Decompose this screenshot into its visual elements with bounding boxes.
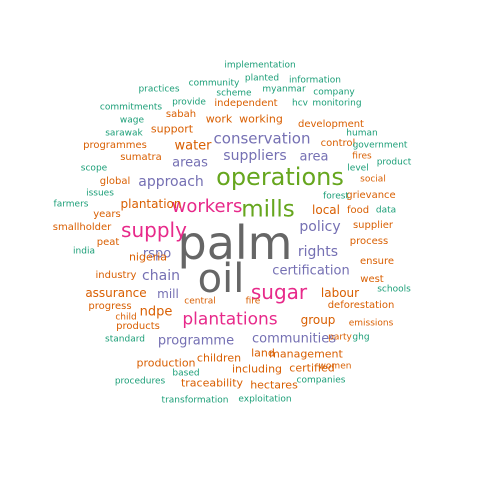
word-commitments: commitments [100, 104, 162, 113]
word-monitoring: monitoring [312, 100, 361, 109]
word-human: human [346, 130, 377, 139]
word-women: women [319, 363, 352, 372]
word-planted: planted [245, 75, 279, 84]
word-issues: issues [86, 190, 114, 199]
word-party: party [328, 334, 352, 343]
word-programmes: programmes [83, 141, 147, 151]
word-sabah: sabah [166, 110, 196, 120]
word-approach: approach [138, 175, 204, 189]
word-practices: practices [138, 86, 179, 95]
word-progress: progress [88, 302, 131, 312]
word-exploitation: exploitation [238, 396, 291, 405]
word-implementation: implementation [224, 62, 295, 71]
word-communities: communities [252, 333, 336, 346]
word-labour: labour [321, 287, 359, 299]
word-peat: peat [97, 238, 120, 248]
word-scheme: scheme [216, 90, 251, 99]
word-independent: independent [214, 99, 277, 109]
word-policy: policy [299, 220, 340, 234]
word-india: india [73, 248, 95, 257]
word-assurance: assurance [85, 287, 146, 299]
word-suppliers: suppliers [223, 149, 286, 163]
word-social: social [360, 176, 386, 185]
word-group: group [301, 314, 336, 326]
word-mill: mill [157, 288, 179, 300]
word-based: based [172, 370, 199, 379]
word-companies: companies [297, 377, 346, 386]
word-deforestation: deforestation [328, 301, 395, 311]
word-oil: oil [198, 259, 245, 299]
word-support: support [151, 124, 193, 135]
word-workers: workers [172, 198, 243, 216]
word-procedures: procedures [115, 378, 165, 387]
word-wage: wage [120, 117, 144, 126]
word-plantation: plantation [121, 198, 182, 210]
word-industry: industry [96, 271, 137, 281]
word-global: global [100, 177, 131, 187]
word-grievance: grievance [346, 191, 395, 201]
word-schools: schools [377, 286, 411, 295]
word-mills: mills [241, 199, 295, 222]
word-ndpe: ndpe [140, 306, 173, 319]
word-farmers: farmers [54, 201, 89, 210]
word-child: child [115, 314, 136, 323]
word-operations: operations [216, 165, 344, 189]
word-central: central [184, 298, 215, 307]
word-level: level [347, 165, 368, 174]
word-company: company [313, 89, 354, 98]
word-fires: fires [352, 153, 371, 162]
word-data: data [376, 207, 396, 216]
word-nigeria: nigeria [129, 252, 167, 263]
word-food: food [347, 206, 369, 216]
word-sumatra: sumatra [120, 153, 162, 163]
word-process: process [350, 237, 388, 247]
word-ensure: ensure [360, 257, 394, 267]
word-standard: standard [105, 336, 145, 345]
word-areas: areas [172, 157, 208, 170]
word-certification: certification [272, 265, 349, 278]
word-product: product [377, 159, 412, 168]
word-rights: rights [298, 245, 338, 259]
word-fire: fire [246, 298, 261, 307]
word-hectares: hectares [250, 380, 298, 391]
word-including: including [232, 364, 282, 375]
word-myanmar: myanmar [262, 86, 305, 95]
word-products: products [116, 322, 160, 332]
word-smallholder: smallholder [53, 223, 111, 233]
word-transformation: transformation [162, 397, 229, 406]
word-government: government [353, 142, 408, 151]
word-management: management [269, 349, 343, 360]
word-supplier: supplier [353, 221, 393, 231]
word-ghg: ghg [352, 334, 369, 343]
word-sarawak: sarawak [105, 130, 143, 139]
word-water: water [174, 140, 211, 153]
word-area: area [300, 151, 329, 164]
word-control: control [321, 139, 356, 149]
word-community: community [189, 80, 240, 89]
word-traceability: traceability [181, 378, 243, 389]
word-supply: supply [121, 220, 187, 240]
word-production: production [136, 358, 195, 369]
word-working: working [239, 114, 283, 125]
word-emissions: emissions [349, 320, 394, 329]
word-forest: forest [323, 193, 349, 202]
word-work: work [206, 114, 233, 125]
word-hcv: hcv [292, 100, 308, 109]
word-conservation: conservation [214, 132, 311, 147]
word-provide: provide [172, 99, 206, 108]
word-local: local [312, 204, 340, 216]
word-west: west [360, 275, 383, 285]
word-years: years [93, 210, 121, 220]
word-chain: chain [142, 269, 180, 283]
word-plantations: plantations [182, 312, 277, 329]
word-scope: scope [81, 165, 107, 174]
word-programme: programme [158, 335, 234, 348]
